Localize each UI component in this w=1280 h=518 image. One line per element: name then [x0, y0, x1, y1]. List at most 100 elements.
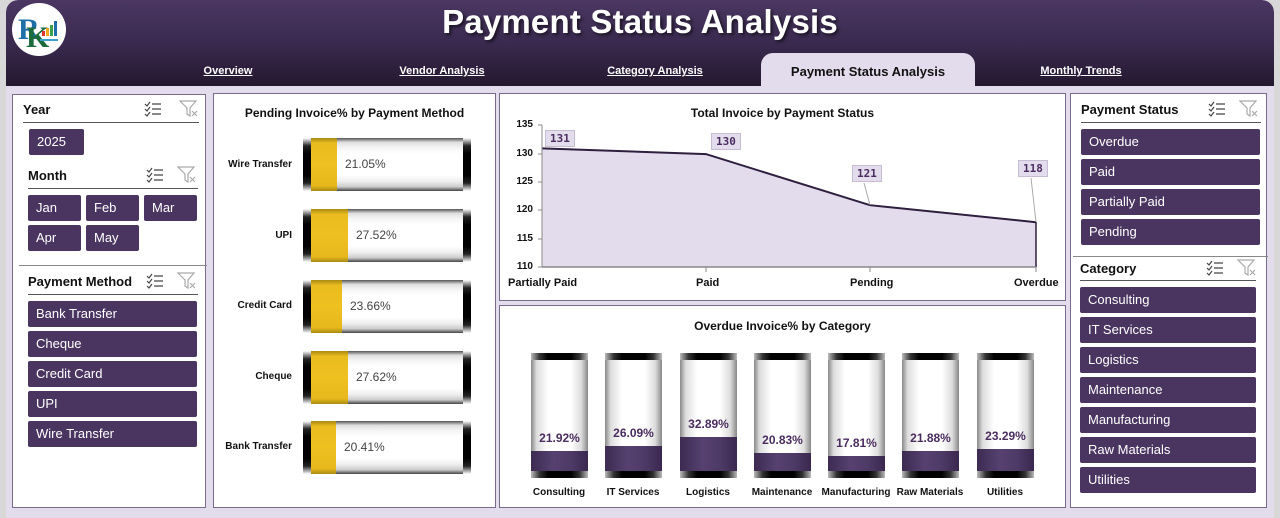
payment-method-item[interactable]: Wire Transfer	[28, 421, 197, 447]
bar-value: 23.66%	[350, 299, 391, 313]
bar-value: 27.52%	[356, 228, 397, 242]
y-tick: 110	[516, 261, 533, 272]
overdue-invoice-chart: Overdue Invoice% by Category 21.92% Cons…	[499, 305, 1066, 508]
multi-select-icon[interactable]	[145, 272, 165, 290]
tab-category-analysis[interactable]: Category Analysis	[607, 65, 703, 77]
clear-filter-icon[interactable]	[1237, 259, 1257, 277]
payment-method-item[interactable]: Cheque	[28, 331, 197, 357]
multi-select-icon[interactable]	[145, 166, 165, 184]
area-plot	[538, 124, 1037, 272]
bar-it-services: 26.09%	[605, 353, 662, 478]
bar-category-label: Manufacturing	[821, 487, 891, 498]
divider	[19, 265, 207, 266]
bar-value: 23.29%	[985, 429, 1026, 443]
bar-category-label: UPI	[275, 230, 292, 241]
category-item[interactable]: Utilities	[1080, 467, 1256, 493]
month-item[interactable]: May	[86, 225, 139, 251]
data-label: 118	[1018, 160, 1048, 177]
category-slicer-title: Category	[1080, 261, 1137, 276]
x-category: Paid	[696, 277, 720, 289]
divider	[1080, 280, 1256, 281]
bar-category-label: Raw Materials	[896, 487, 964, 498]
y-tick: 115	[516, 233, 533, 244]
bar-category-label: Cheque	[255, 371, 292, 382]
payment-status-item[interactable]: Pending	[1081, 219, 1260, 245]
divider	[28, 294, 198, 295]
y-tick: 135	[516, 119, 533, 130]
bar-value: 20.41%	[344, 440, 385, 454]
month-item[interactable]: Feb	[86, 195, 139, 221]
tab-monthly-trends[interactable]: Monthly Trends	[1040, 65, 1122, 77]
bar-maintenance: 20.83%	[754, 353, 811, 478]
bar-value: 21.05%	[345, 157, 386, 171]
category-item[interactable]: Manufacturing	[1080, 407, 1256, 433]
payment-method-item[interactable]: UPI	[28, 391, 197, 417]
month-item[interactable]: Mar	[144, 195, 197, 221]
multi-select-icon[interactable]	[1205, 259, 1225, 277]
divider	[28, 188, 198, 189]
bar-category-label: Credit Card	[237, 300, 292, 311]
clear-filter-icon[interactable]	[177, 166, 197, 184]
multi-select-icon[interactable]	[143, 100, 163, 118]
left-slicer-panel: Year 2025 Month Jan Feb Mar Apr May Paym…	[12, 94, 207, 508]
bar-value: 32.89%	[688, 417, 729, 431]
bar-value: 20.83%	[762, 433, 803, 447]
x-category: Pending	[850, 277, 894, 289]
data-label: 131	[545, 130, 575, 147]
category-item[interactable]: Maintenance	[1080, 377, 1256, 403]
month-item[interactable]: Apr	[28, 225, 81, 251]
svg-text:K: K	[26, 21, 50, 54]
bar-category-label: Consulting	[532, 487, 586, 498]
clear-filter-icon[interactable]	[179, 100, 199, 118]
y-tick: 125	[516, 176, 533, 187]
bar-wire-transfer: 21.05%	[303, 138, 471, 191]
data-label: 121	[852, 165, 882, 182]
bar-utilities: 23.29%	[977, 353, 1034, 478]
x-category: Overdue	[1014, 277, 1059, 289]
page-title: Payment Status Analysis	[442, 3, 838, 40]
svg-text:R: R	[18, 13, 40, 46]
bar-value: 27.62%	[356, 370, 397, 384]
chart-title: Overdue Invoice% by Category	[694, 319, 871, 333]
tab-payment-status-analysis[interactable]: Payment Status Analysis	[761, 53, 975, 86]
bar-raw-materials: 21.88%	[902, 353, 959, 478]
bar-value: 21.92%	[539, 431, 580, 445]
category-item[interactable]: IT Services	[1080, 317, 1256, 343]
x-category: Partially Paid	[508, 277, 578, 289]
payment-status-item[interactable]: Overdue	[1081, 129, 1260, 155]
payment-status-item[interactable]: Partially Paid	[1081, 189, 1260, 215]
bar-category-label: Bank Transfer	[225, 441, 292, 452]
category-item[interactable]: Raw Materials	[1080, 437, 1256, 463]
tab-vendor-analysis[interactable]: Vendor Analysis	[399, 65, 485, 77]
bar-category-label: Maintenance	[751, 487, 813, 498]
chart-title: Pending Invoice% by Payment Method	[244, 106, 465, 120]
category-item[interactable]: Logistics	[1080, 347, 1256, 373]
dashboard: R K Payment Status Analysis Overview Ven…	[6, 0, 1274, 518]
bar-manufacturing: 17.81%	[828, 353, 885, 478]
multi-select-icon[interactable]	[1207, 100, 1227, 118]
payment-status-item[interactable]: Paid	[1081, 159, 1260, 185]
tab-overview[interactable]: Overview	[203, 65, 253, 77]
bar-value: 26.09%	[613, 426, 654, 440]
data-label: 130	[711, 133, 741, 150]
payment-status-slicer-title: Payment Status	[1081, 102, 1179, 117]
divider	[1081, 122, 1261, 123]
year-item[interactable]: 2025	[29, 129, 84, 155]
clear-filter-icon[interactable]	[177, 272, 197, 290]
y-tick: 130	[516, 148, 533, 159]
divider	[23, 122, 199, 123]
bar-category-label: Utilities	[986, 487, 1024, 498]
payment-method-item[interactable]: Bank Transfer	[28, 301, 197, 327]
y-tick: 120	[516, 204, 533, 215]
bar-consulting: 21.92%	[531, 353, 588, 478]
bar-bank-transfer: 20.41%	[303, 421, 471, 474]
tab-bar: Overview Vendor Analysis Category Analys…	[6, 53, 1274, 86]
payment-method-item[interactable]: Credit Card	[28, 361, 197, 387]
month-item[interactable]: Jan	[28, 195, 81, 221]
bar-logistics: 32.89%	[680, 353, 737, 478]
clear-filter-icon[interactable]	[1239, 100, 1259, 118]
payment-method-slicer-title: Payment Method	[28, 274, 133, 289]
category-item[interactable]: Consulting	[1080, 287, 1256, 313]
bar-category-label: Logistics	[686, 487, 730, 498]
